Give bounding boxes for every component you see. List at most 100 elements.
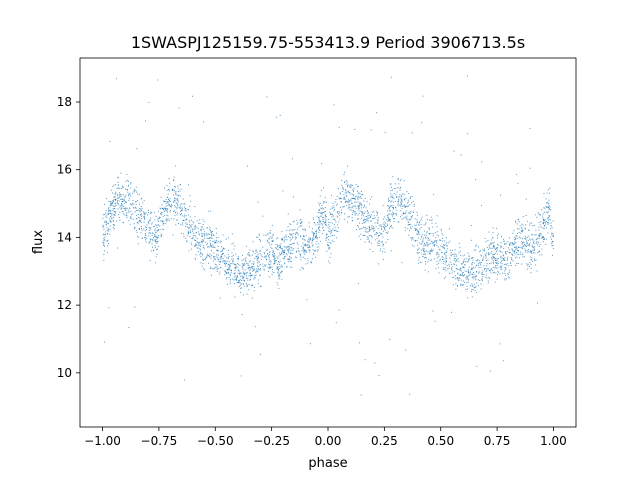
data-point [286, 229, 288, 231]
data-point [488, 252, 490, 254]
data-point [438, 249, 440, 251]
data-point [248, 289, 250, 291]
data-point [324, 214, 326, 216]
data-point [108, 206, 110, 208]
data-point [254, 326, 256, 328]
data-point [372, 228, 374, 230]
data-point [161, 211, 163, 213]
data-point [231, 256, 233, 258]
data-point [267, 253, 269, 255]
data-point [240, 287, 242, 289]
data-point [442, 258, 444, 260]
data-point [256, 236, 258, 238]
data-point [120, 205, 122, 207]
data-point [455, 267, 457, 269]
data-point [317, 223, 319, 225]
data-point [330, 253, 332, 255]
data-point [377, 240, 379, 242]
data-point [247, 253, 249, 255]
data-point [444, 253, 446, 255]
data-point [115, 191, 117, 193]
data-point [304, 239, 306, 241]
data-point [405, 205, 407, 207]
data-point [103, 228, 105, 230]
data-point [303, 229, 305, 231]
data-point [501, 263, 503, 265]
data-point [237, 256, 239, 258]
data-point [173, 209, 175, 211]
data-point [342, 206, 344, 208]
data-point [140, 206, 142, 208]
data-point [234, 263, 235, 265]
data-point [492, 237, 494, 239]
data-point [544, 219, 546, 221]
data-point [195, 227, 197, 229]
data-point [166, 210, 168, 212]
data-point [457, 273, 459, 275]
data-point [532, 234, 534, 236]
data-point [464, 270, 466, 272]
data-point [209, 237, 211, 239]
data-point [203, 221, 205, 223]
data-point [112, 200, 114, 202]
data-point [309, 343, 311, 345]
data-point [224, 270, 226, 272]
data-point [125, 180, 127, 182]
data-point [421, 216, 423, 218]
data-point [374, 362, 376, 364]
data-point [260, 250, 262, 252]
data-point [347, 185, 349, 187]
data-point [436, 226, 438, 228]
data-point [211, 237, 213, 239]
data-point [466, 277, 468, 279]
data-point [210, 232, 212, 234]
data-point [226, 260, 228, 262]
data-point [496, 247, 498, 249]
data-point [541, 248, 543, 250]
data-point [545, 198, 547, 200]
data-point [401, 200, 403, 202]
data-point [176, 198, 178, 200]
data-point [539, 224, 541, 226]
data-point [499, 262, 501, 264]
data-point [290, 243, 292, 245]
data-point [337, 231, 339, 233]
data-point [319, 240, 321, 242]
data-point [319, 230, 321, 232]
data-point [110, 210, 112, 212]
data-point [114, 205, 116, 207]
data-point [545, 238, 547, 240]
data-point [521, 243, 523, 245]
data-point [550, 236, 552, 238]
data-point [409, 211, 411, 213]
data-point [405, 212, 407, 214]
data-point [217, 258, 219, 260]
data-point [169, 182, 171, 184]
data-point [489, 270, 491, 272]
data-point [525, 249, 527, 251]
data-point [518, 246, 520, 248]
data-point [427, 244, 429, 246]
data-point [312, 238, 314, 240]
data-point [368, 217, 370, 219]
data-point [378, 224, 380, 226]
data-point [481, 161, 483, 163]
data-point [212, 268, 214, 270]
data-point [334, 219, 336, 221]
data-point [472, 259, 474, 261]
data-point [428, 258, 430, 260]
data-point [431, 250, 433, 252]
data-point [387, 239, 389, 241]
data-point [183, 216, 185, 218]
data-point [430, 250, 432, 252]
data-point [328, 239, 330, 241]
data-point [290, 233, 292, 235]
data-point [236, 282, 238, 284]
data-point [374, 217, 376, 219]
data-point [532, 225, 534, 227]
data-point [281, 278, 283, 280]
data-point [208, 237, 210, 239]
data-point [370, 229, 372, 231]
data-point [191, 223, 193, 225]
data-point [350, 184, 352, 186]
